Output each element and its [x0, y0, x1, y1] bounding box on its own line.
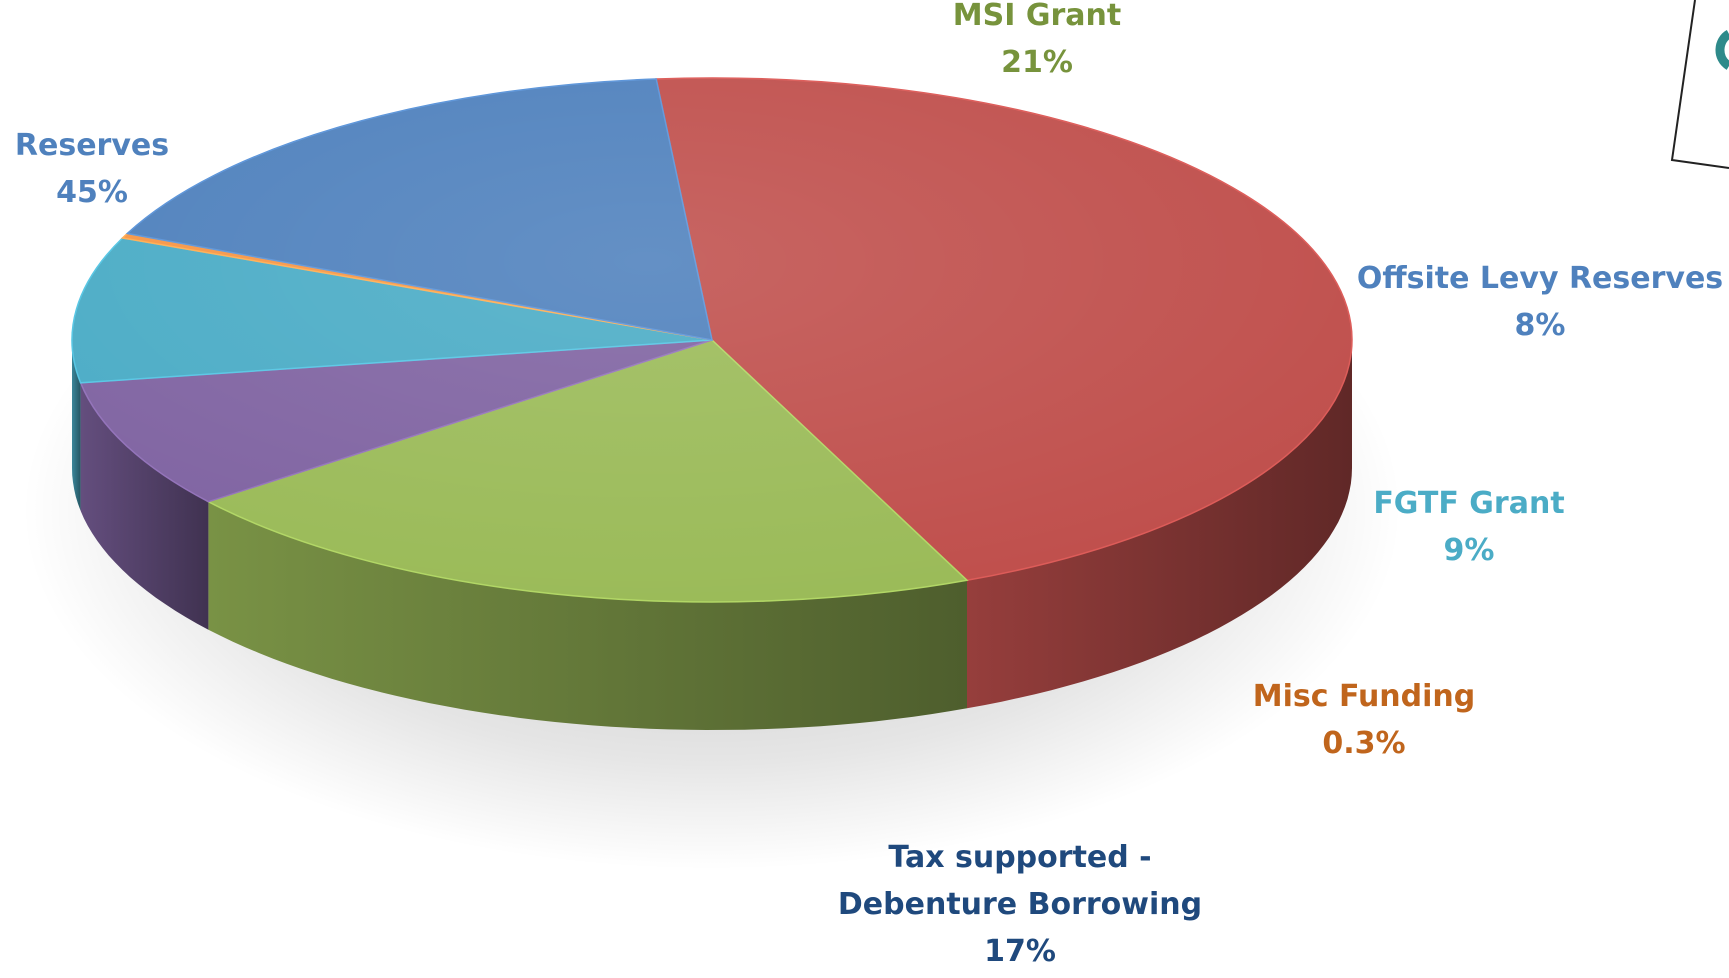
slice-label-misc-funding: Misc Funding 0.3% [1253, 679, 1476, 761]
slice-label-fgtf-grant: FGTF Grant 9% [1373, 486, 1564, 568]
corner-frame [1672, 0, 1729, 168]
slice-name: Offsite Levy Reserves [1357, 261, 1723, 296]
slice-name: Misc Funding [1253, 679, 1476, 714]
slice-name: Tax supported - [888, 840, 1151, 875]
slice-label-msi-grant: MSI Grant 21% [953, 0, 1121, 80]
slice-label-reserves: Reserves 45% [15, 128, 169, 210]
slice-name: Debenture Borrowing [838, 887, 1202, 922]
slice-value: 17% [984, 934, 1056, 969]
slice-label-offsite-levy-reserves: Offsite Levy Reserves 8% [1357, 261, 1723, 343]
slice-value: 21% [1001, 45, 1073, 80]
pie-slices [72, 78, 1352, 602]
slice-value: 8% [1515, 308, 1566, 343]
slice-name: MSI Grant [953, 0, 1121, 33]
slice-value: 9% [1444, 533, 1495, 568]
pie-top-shine [72, 78, 1352, 602]
slice-value: 45% [56, 175, 128, 210]
slice-name: Reserves [15, 128, 169, 163]
slice-value: 0.3% [1322, 726, 1405, 761]
slice-label-tax-supported-debenture-borrowing: Tax supported - Debenture Borrowing 17% [838, 840, 1202, 969]
slice-name: FGTF Grant [1373, 486, 1564, 521]
